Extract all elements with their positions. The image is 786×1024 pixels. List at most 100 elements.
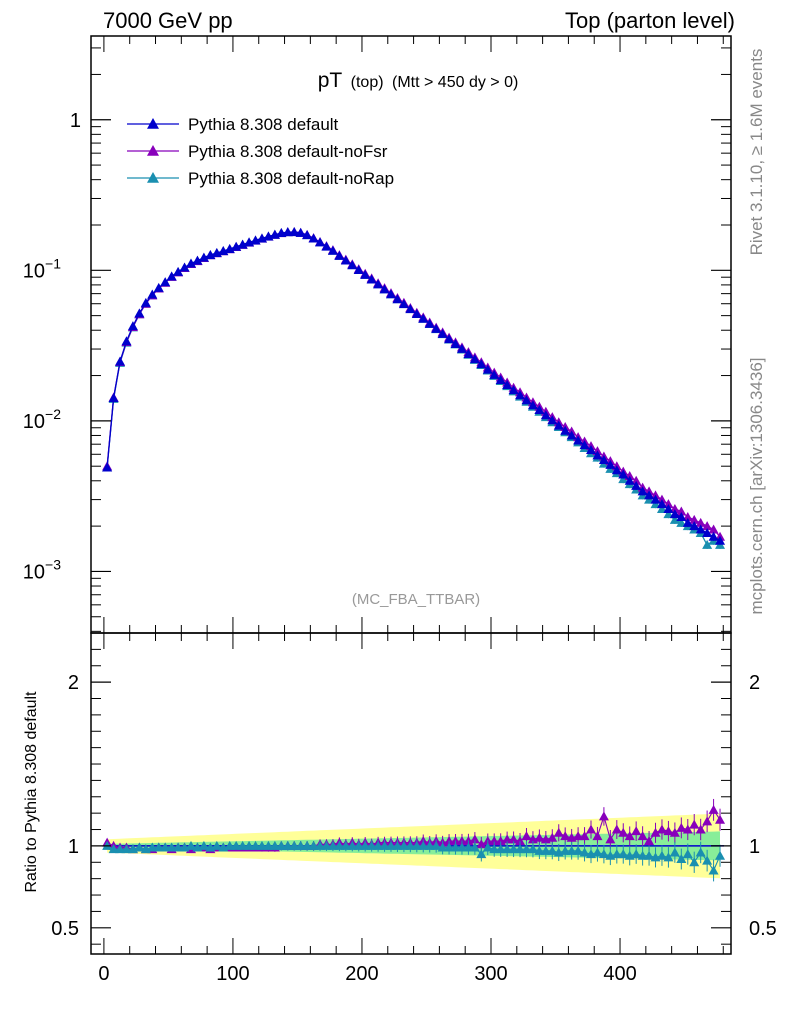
ratio-point (534, 845, 545, 855)
ratio-point (682, 824, 693, 834)
ratio-point (347, 840, 358, 850)
ratio-point (611, 824, 622, 834)
plot-title-sub1: (top) (351, 74, 384, 91)
ratio-point (392, 840, 403, 850)
ratio-point (695, 824, 706, 834)
data-point (289, 227, 300, 237)
ratio-ylabel: Ratio to Pythia 8.308 default (23, 691, 40, 893)
legend-marker (147, 172, 159, 183)
ratio-ytick-label-right: 2 (749, 672, 760, 694)
data-point (134, 308, 145, 318)
ratio-point (334, 840, 345, 850)
data-point (166, 271, 177, 281)
ratio-point (573, 845, 584, 855)
ratio-point (153, 842, 164, 852)
data-point (115, 356, 126, 366)
data-point (676, 506, 687, 516)
ratio-frame (90, 632, 732, 955)
ratio-point (592, 847, 603, 857)
ratio-point (160, 842, 171, 852)
main-marks (102, 226, 726, 549)
data-point (708, 531, 719, 541)
data-point (327, 245, 338, 255)
ratio-ytick-label: 0.5 (51, 918, 79, 940)
ratio-point (624, 831, 635, 841)
data-point (353, 265, 364, 275)
ratio-ytick-label-right: 0.5 (749, 918, 777, 940)
data-point (669, 514, 680, 524)
data-point (140, 297, 151, 307)
data-point (437, 328, 448, 338)
ratio-point (263, 840, 274, 850)
data-point (676, 511, 687, 521)
data-point (179, 262, 190, 272)
ratio-point (282, 840, 293, 850)
data-point (321, 241, 332, 251)
ratio-point (592, 831, 603, 841)
ratio-point (121, 844, 132, 854)
data-point (605, 459, 616, 469)
data-point (508, 385, 519, 395)
data-point (618, 474, 629, 484)
data-point (302, 230, 313, 240)
ratio-point (379, 840, 390, 850)
ratio-point (237, 840, 248, 850)
main-ytick-label: 10−2 (23, 406, 61, 433)
data-point (715, 535, 726, 545)
ratio-point (715, 814, 726, 824)
data-point (682, 511, 693, 521)
ratio-point (269, 840, 280, 850)
legend-label: Pythia 8.308 default (188, 115, 339, 134)
data-point (431, 323, 442, 333)
ratio-point (211, 840, 222, 850)
ratio-point (186, 840, 196, 850)
data-point (702, 527, 713, 537)
data-point (295, 227, 306, 237)
legend-label: Pythia 8.308 default-noFsr (188, 142, 388, 161)
ratio-point (540, 845, 551, 855)
ratio-point (676, 822, 687, 832)
ratio-ytick-label-right: 1 (749, 836, 760, 858)
data-point (392, 294, 403, 304)
main-ytick-label: 1 (70, 110, 81, 132)
header-left: 7000 GeV pp (103, 8, 233, 33)
series-noRap (102, 227, 726, 549)
ratio-point (405, 840, 416, 850)
ratio-point (482, 842, 493, 852)
legend-item-noRap: Pythia 8.308 default-noRap (127, 169, 394, 188)
data-point (689, 514, 700, 524)
main-ytick-label: 10−3 (23, 556, 61, 583)
data-point (566, 430, 577, 440)
ratio-point (560, 831, 571, 841)
data-point (405, 304, 416, 314)
ratio-point (669, 827, 680, 837)
ratio-point (715, 850, 726, 860)
ratio-point (644, 835, 655, 845)
ratio-point (373, 840, 384, 850)
data-point (476, 359, 487, 369)
ratio-point (663, 852, 674, 862)
ratio-point (656, 824, 667, 834)
ratio-point (669, 847, 680, 857)
data-point (315, 237, 326, 247)
data-point (121, 336, 132, 346)
ratio-point (598, 849, 609, 859)
data-point (102, 462, 113, 472)
ratio-point (495, 844, 506, 854)
ratio-point (302, 840, 313, 850)
series-noFsr (102, 226, 726, 541)
legend-marker (147, 118, 159, 129)
data-point (482, 364, 493, 374)
ratio-point (534, 832, 545, 842)
legend-item-noFsr: Pythia 8.308 default-noFsr (127, 142, 388, 161)
data-point (611, 465, 622, 475)
ratio-point (547, 832, 558, 842)
ratio-point (489, 844, 500, 854)
data-point (521, 395, 532, 405)
data-point (347, 260, 358, 270)
ratio-point (295, 840, 306, 850)
ratio-point (450, 842, 461, 852)
data-point (527, 400, 538, 410)
ratio-point (231, 840, 242, 850)
xtick-label: 0 (98, 963, 109, 985)
